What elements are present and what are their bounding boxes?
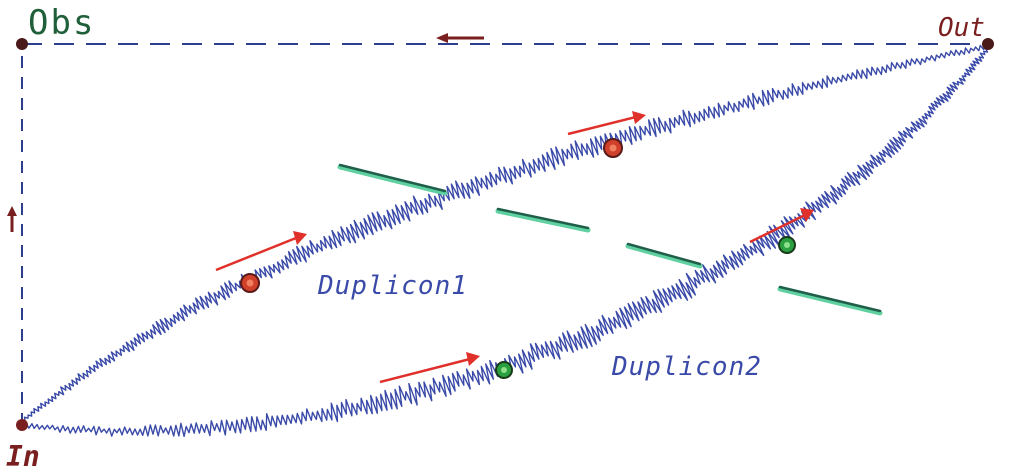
separator-segment: [626, 242, 702, 266]
duplicon1-marker-icon: [603, 138, 623, 158]
duplicon1-pathway: [23, 44, 989, 422]
out-node: [982, 38, 994, 50]
in-label: In: [6, 440, 40, 473]
in-node: [16, 419, 28, 431]
flow-arrow-icon: [379, 352, 480, 384]
duplicon2-marker-icon: [778, 236, 796, 254]
left-arrow-icon: [436, 33, 484, 43]
separator-segment: [495, 208, 591, 233]
duplicon1-marker-icon: [240, 273, 260, 293]
duplicon2-marker-icon: [495, 361, 513, 379]
flow-arrow-icon: [215, 231, 307, 272]
obs-node: [16, 38, 28, 50]
flow-arrow-icon: [567, 111, 646, 136]
duplicon2-pathway: [23, 47, 989, 438]
duplicon2-label: Duplicon2: [611, 352, 762, 382]
obs-label: Obs: [28, 3, 95, 43]
separator-segments: [337, 163, 883, 316]
separator-segment: [778, 285, 882, 313]
duplicon1-label: Duplicon1: [317, 271, 468, 301]
flow-arrow-icon: [749, 208, 814, 244]
out-label: Out: [938, 13, 985, 43]
separator-segment: [338, 163, 447, 193]
separator-segment: [625, 243, 703, 269]
separator-segment: [777, 286, 883, 316]
up-arrow-icon: [7, 206, 17, 232]
separator-segment: [337, 164, 448, 196]
separator-segment: [496, 207, 590, 230]
